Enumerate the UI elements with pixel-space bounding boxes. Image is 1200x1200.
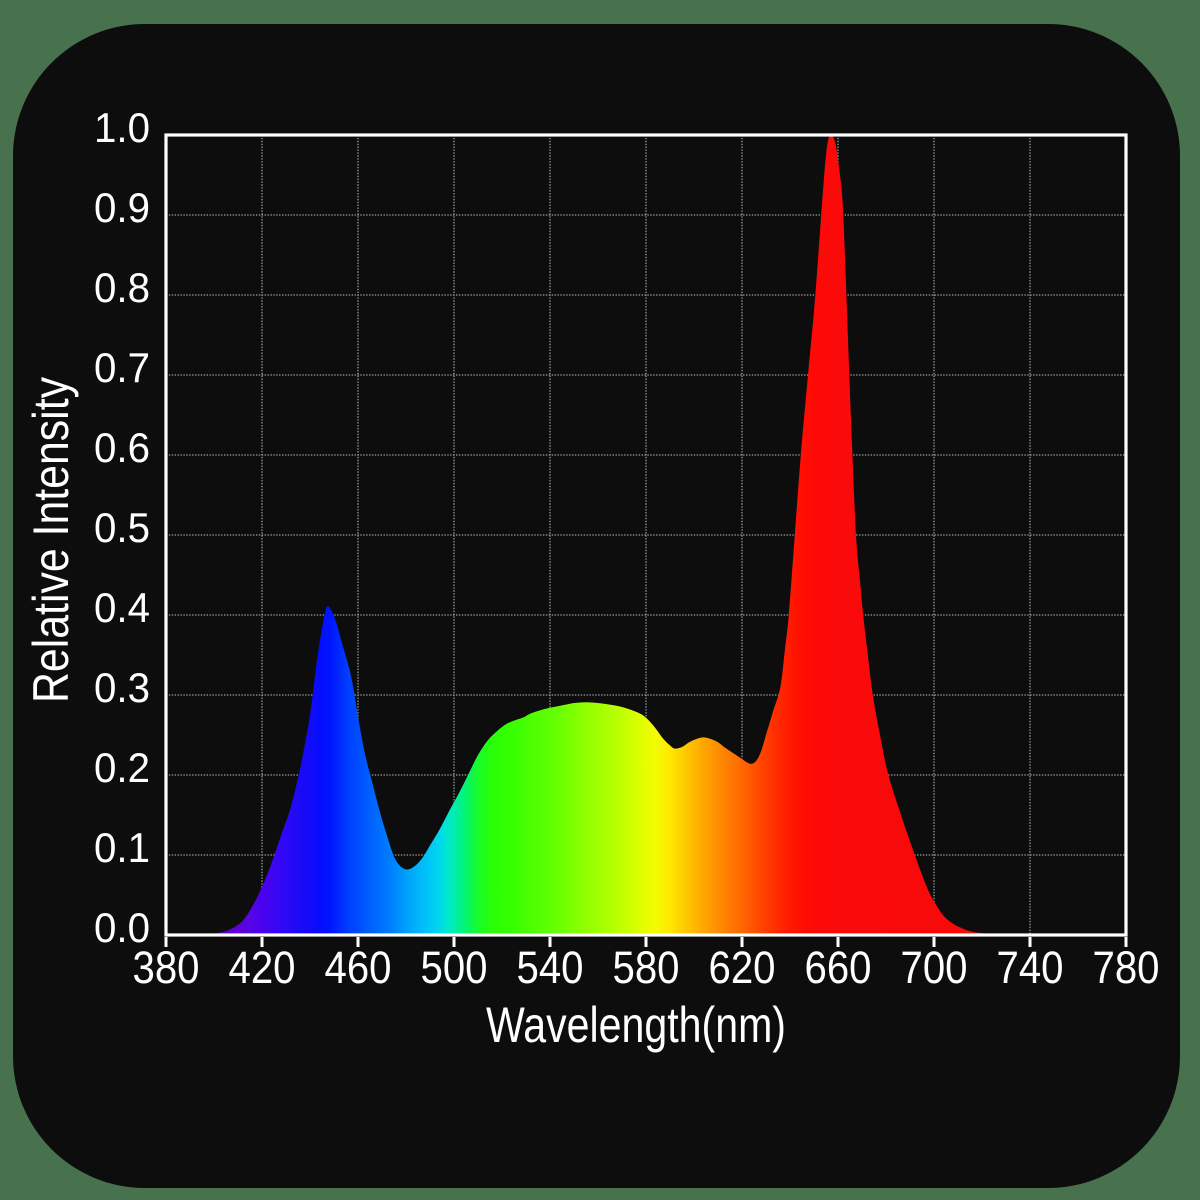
x-axis-ticks bbox=[164, 937, 1128, 947]
x-tick-label: 380 bbox=[133, 942, 200, 993]
y-tick-label: 0.2 bbox=[94, 744, 150, 791]
y-tick-labels: 0.0 0.1 0.2 0.3 0.4 0.5 0.6 0.7 0.8 0.9 1.0 bbox=[94, 104, 150, 951]
spectrum-fill bbox=[166, 135, 1126, 935]
y-tick-label: 1.0 bbox=[94, 104, 150, 151]
y-tick-label: 0.0 bbox=[94, 904, 150, 951]
x-tick-label: 460 bbox=[325, 942, 392, 993]
chart-card bbox=[13, 24, 1180, 1188]
y-tick-label: 0.8 bbox=[94, 264, 150, 311]
x-tick-label: 620 bbox=[709, 942, 776, 993]
y-tick-label: 0.4 bbox=[94, 584, 150, 631]
x-tick-label: 580 bbox=[613, 942, 680, 993]
x-tick-label: 740 bbox=[997, 942, 1064, 993]
x-tick-label: 420 bbox=[229, 942, 296, 993]
y-tick-label: 0.7 bbox=[94, 344, 150, 391]
x-axis-title: Wavelength(nm) bbox=[486, 997, 786, 1053]
y-tick-label: 0.6 bbox=[94, 424, 150, 471]
y-tick-label: 0.5 bbox=[94, 504, 150, 551]
x-tick-label: 540 bbox=[517, 942, 584, 993]
x-tick-label: 780 bbox=[1093, 942, 1160, 993]
x-tick-label: 660 bbox=[805, 942, 872, 993]
y-tick-label: 0.1 bbox=[94, 824, 150, 871]
plot-border bbox=[164, 133, 1128, 937]
y-axis-title: Relative Intensity bbox=[23, 377, 79, 703]
y-tick-label: 0.3 bbox=[94, 664, 150, 711]
x-tick-label: 700 bbox=[901, 942, 968, 993]
x-tick-labels: 380 420 460 500 540 580 620 660 700 740 780 bbox=[133, 942, 1160, 993]
spectrum-area bbox=[166, 135, 1126, 935]
y-tick-label: 0.9 bbox=[94, 184, 150, 231]
x-tick-label: 500 bbox=[421, 942, 488, 993]
